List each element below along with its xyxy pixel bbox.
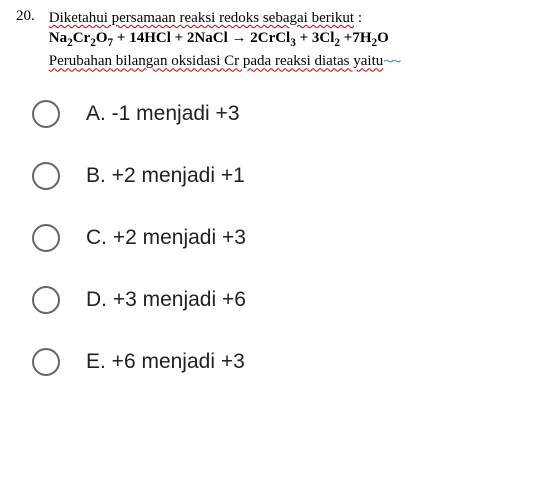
option-label: B. +2 menjadi +1	[86, 164, 245, 188]
option-e[interactable]: E. +6 menjadi +3	[32, 348, 543, 376]
radio-icon[interactable]	[32, 162, 60, 190]
option-label: E. +6 menjadi +3	[86, 350, 245, 374]
option-d[interactable]: D. +3 menjadi +6	[32, 286, 543, 314]
question-text: Diketahui persamaan reaksi redoks sebaga…	[49, 8, 400, 72]
question-line3: Perubahan bilangan oksidasi Cr pada reak…	[49, 53, 384, 69]
radio-icon[interactable]	[32, 100, 60, 128]
options-list: A. -1 menjadi +3 B. +2 menjadi +1 C. +2 …	[16, 100, 543, 376]
option-b[interactable]: B. +2 menjadi +1	[32, 162, 543, 190]
radio-icon[interactable]	[32, 348, 60, 376]
option-a[interactable]: A. -1 menjadi +3	[32, 100, 543, 128]
radio-icon[interactable]	[32, 286, 60, 314]
radio-icon[interactable]	[32, 224, 60, 252]
option-label: C. +2 menjadi +3	[86, 226, 246, 250]
question-number: 20.	[16, 8, 35, 25]
question-line1-colon: :	[354, 10, 362, 26]
option-label: D. +3 menjadi +6	[86, 288, 246, 312]
question-header: 20. Diketahui persamaan reaksi redoks se…	[16, 8, 543, 72]
option-label: A. -1 menjadi +3	[86, 102, 240, 126]
trailing-squiggle-icon: ～～	[383, 57, 399, 68]
option-c[interactable]: C. +2 menjadi +3	[32, 224, 543, 252]
question-line1: Diketahui persamaan reaksi redoks sebaga…	[49, 10, 354, 26]
equation: Na2Cr2O7 + 14HCl + 2NaCl → 2CrCl3 + 3Cl2…	[49, 30, 389, 46]
